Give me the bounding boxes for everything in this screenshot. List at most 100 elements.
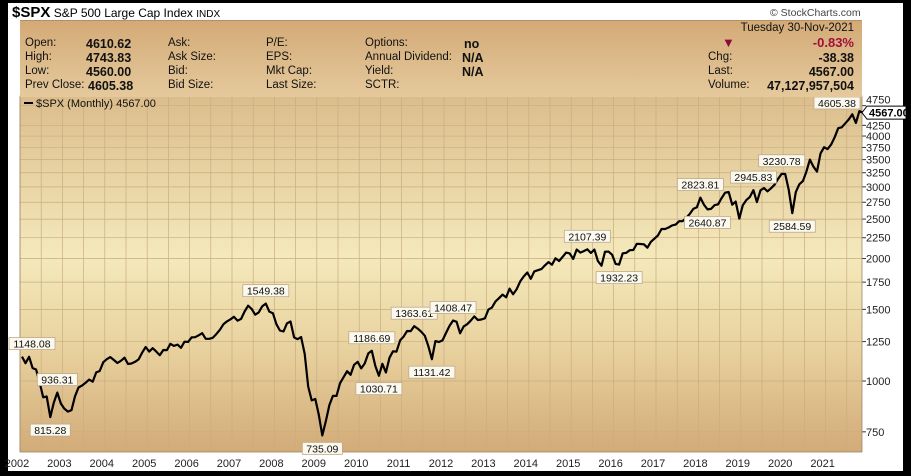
price-annotation: 4605.38: [813, 96, 861, 110]
down-arrow-icon: ▼: [722, 35, 735, 50]
x-tick-label: 2009: [302, 458, 326, 470]
y-tick-label: 2750: [866, 197, 890, 209]
price-annotation: 1363.61: [390, 306, 438, 320]
x-tick-label: 2012: [429, 458, 453, 470]
annotation-label: 1148.08: [13, 339, 50, 351]
price-annotation: 2107.39: [563, 229, 611, 243]
annotation-box: [301, 441, 343, 455]
y-tick-label: 1250: [866, 337, 890, 349]
annotation-box: [408, 365, 456, 379]
annotation-box: [730, 170, 777, 184]
price-annotation: 735.09: [301, 441, 343, 455]
chg-label: Chg:: [708, 51, 733, 63]
dividend-label: Annual Dividend:: [365, 51, 452, 63]
y-tick-label: 2250: [866, 233, 890, 245]
x-tick-label: 2007: [217, 458, 241, 470]
annotation-label: 4605.38: [818, 98, 856, 110]
annotation-box: [429, 301, 477, 314]
annotation-box: [242, 284, 290, 298]
y-tick-label: 4000: [866, 131, 890, 143]
y-tick-label: 2000: [866, 254, 890, 266]
annotation-label: 735.09: [306, 443, 338, 455]
x-tick-label: 2003: [47, 458, 71, 470]
annotation-label: 936.31: [41, 375, 73, 387]
price-line: [21, 109, 864, 437]
price-annotation: 936.31: [36, 373, 78, 387]
annotation-label: 1408.47: [434, 302, 472, 314]
annotation-box: [355, 382, 403, 396]
chart-title: $SPX S&P 500 Large Cap Index INDX: [12, 4, 220, 21]
bid-size-label: Bid Size:: [168, 79, 214, 91]
price-annotation: 2945.83: [730, 170, 777, 184]
y-tick-label: 4250: [866, 121, 890, 133]
y-tick-label: 3750: [866, 142, 890, 154]
x-tick-label: 2002: [5, 458, 29, 470]
annotation-label: 2823.81: [681, 180, 719, 192]
low-label: Low:: [25, 65, 50, 77]
copyright: © StockCharts.com: [770, 7, 861, 19]
annotation-label: 1363.61: [395, 308, 433, 320]
y-tick-label: 750: [866, 427, 884, 439]
annotation-box: [595, 271, 643, 285]
annotation-label: 2945.83: [734, 172, 772, 184]
price-annotation: 1932.23: [595, 271, 643, 285]
x-tick-label: 2021: [810, 458, 834, 470]
price-annotation: 2640.87: [684, 216, 731, 229]
last-label: Last:: [708, 65, 733, 77]
annotation-box: [563, 229, 611, 243]
yield-value: N/A: [462, 65, 484, 79]
last-value-tag: [861, 105, 907, 120]
security-name: S&P 500 Large Cap Index: [53, 6, 193, 20]
y-tick-label: 1000: [866, 376, 890, 388]
annotation-box: [684, 216, 731, 229]
last-size-label: Last Size:: [266, 79, 317, 91]
prev-close-value: 4605.38: [88, 79, 134, 93]
prev-close-label: Prev Close:: [25, 79, 85, 91]
pe-label: P/E:: [266, 37, 288, 49]
price-annotation: 1148.08: [8, 337, 56, 351]
annotation-label: 2584.59: [773, 221, 811, 233]
x-tick-label: 2014: [514, 458, 538, 470]
price-annotation: 2584.59: [768, 219, 816, 233]
y-tick-label: 3250: [866, 168, 890, 180]
y-tick-label: 3000: [866, 182, 890, 194]
sctr-label: SCTR:: [365, 79, 400, 91]
quote-header: Open: 4610.62 High: 4743.83 Low: 4560.00…: [20, 20, 862, 97]
x-tick-label: 2019: [726, 458, 750, 470]
annotation-label: 1186.69: [353, 333, 390, 345]
annotation-box: [8, 337, 56, 350]
x-tick-label: 2015: [556, 458, 580, 470]
annotation-label: 1131.42: [413, 367, 450, 379]
x-tick-label: 2018: [683, 458, 707, 470]
y-tick-label: 1750: [866, 277, 890, 289]
dividend-value: N/A: [462, 51, 484, 65]
price-annotation: 2823.81: [677, 178, 724, 192]
annotation-label: 2640.87: [688, 217, 726, 229]
x-tick-label: 2004: [90, 458, 114, 470]
annotation-box: [758, 154, 806, 168]
eps-label: EPS:: [266, 51, 293, 63]
x-tick-label: 2013: [471, 458, 495, 470]
annotation-box: [29, 423, 71, 437]
x-tick-label: 2006: [174, 458, 198, 470]
chg-value: -38.38: [818, 51, 854, 65]
annotation-box: [36, 373, 78, 387]
price-annotation: 815.28: [29, 423, 71, 437]
volume-label: Volume:: [708, 79, 750, 91]
annotation-label: 3230.78: [763, 156, 801, 168]
price-annotation: 1030.71: [355, 382, 403, 396]
high-value: 4743.83: [86, 51, 132, 65]
y-tick-label: 2500: [866, 214, 890, 226]
annotation-box: [768, 219, 816, 233]
quote-date: Tuesday 30-Nov-2021: [740, 22, 854, 34]
annotation-label: 1549.38: [247, 286, 285, 298]
exchange: INDX: [196, 9, 221, 20]
x-tick-label: 2010: [344, 458, 368, 470]
x-tick-label: 2020: [768, 458, 792, 470]
last-value-label: 4567.00: [869, 108, 909, 120]
price-annotation: 1186.69: [348, 331, 396, 345]
bid-label: Bid:: [168, 65, 188, 77]
annotation-label: 1030.71: [360, 384, 398, 396]
x-tick-label: 2017: [641, 458, 665, 470]
